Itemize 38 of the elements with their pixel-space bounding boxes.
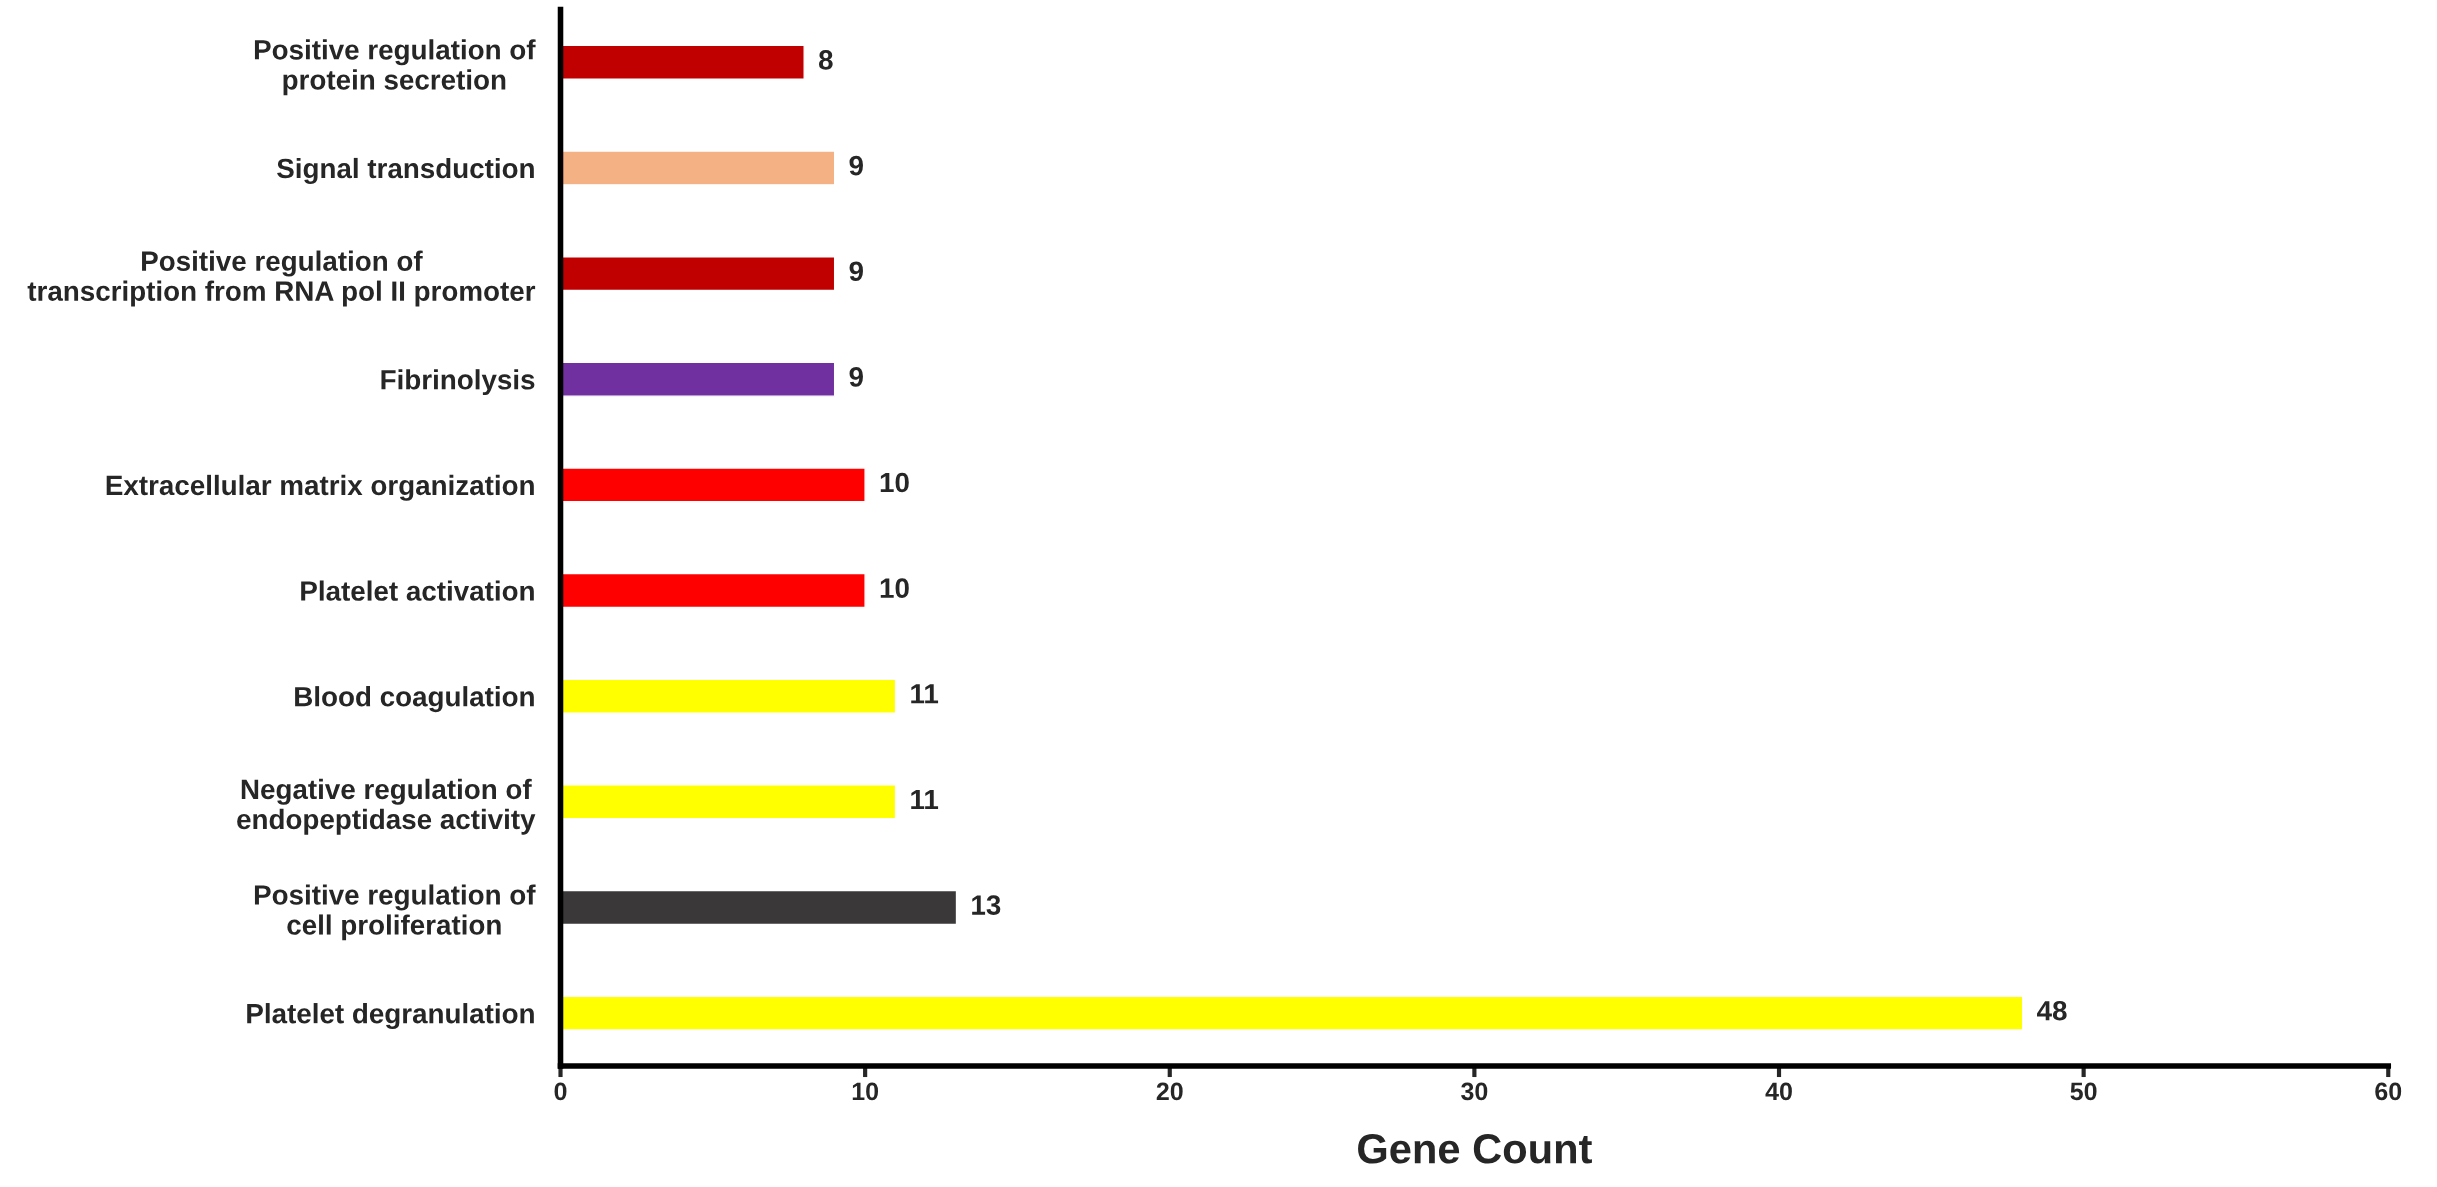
y-tick-label: Platelet activation [301,580,534,601]
data-label: 9 [849,155,863,176]
x-tick-label: 60 [2375,1082,2402,1101]
bar [560,467,866,503]
data-label: 13 [972,895,1001,915]
y-tick-label: Signal transduction [277,157,534,184]
x-axis-title: Gene Count [1358,1134,1592,1164]
data-label: 48 [2037,1000,2067,1021]
data-label: 9 [849,367,863,387]
bar [560,889,958,926]
bar [560,44,805,80]
data-label: 8 [818,50,833,70]
bar [560,361,836,397]
data-label: 11 [911,684,939,704]
y-tick-label: Positive regulation of protein secretion [254,39,536,96]
bar [560,995,2024,1031]
data-label: 9 [849,261,863,282]
y-tick-label: Blood coagulation [295,686,534,713]
y-tick-label: Positive regulation of cell proliferation [254,884,536,941]
y-tick-label: Negative regulation of endopeptidase activity [237,778,536,835]
x-tick-label: 10 [852,1082,879,1101]
y-tick-label: Positive regulation of transcription from RNA pol II promoter [27,250,536,307]
data-label: 11 [911,789,939,809]
x-tick-label: 40 [1765,1082,1792,1101]
bar [560,572,866,609]
bar [560,678,897,714]
x-tick-label: 50 [2070,1082,2097,1101]
y-tick-label: Fibrinolysis [381,369,535,396]
x-tick-label: 30 [1461,1082,1488,1101]
bar [560,150,836,186]
y-tick-label: Extracellular matrix organization [106,474,534,501]
bar [560,784,897,820]
x-tick-label: 0 [554,1082,567,1101]
data-label: 10 [880,578,909,598]
y-tick-label: Platelet degranulation [247,1003,534,1030]
x-tick-label: 20 [1156,1082,1183,1101]
bar [560,256,836,292]
data-label: 10 [880,472,909,493]
